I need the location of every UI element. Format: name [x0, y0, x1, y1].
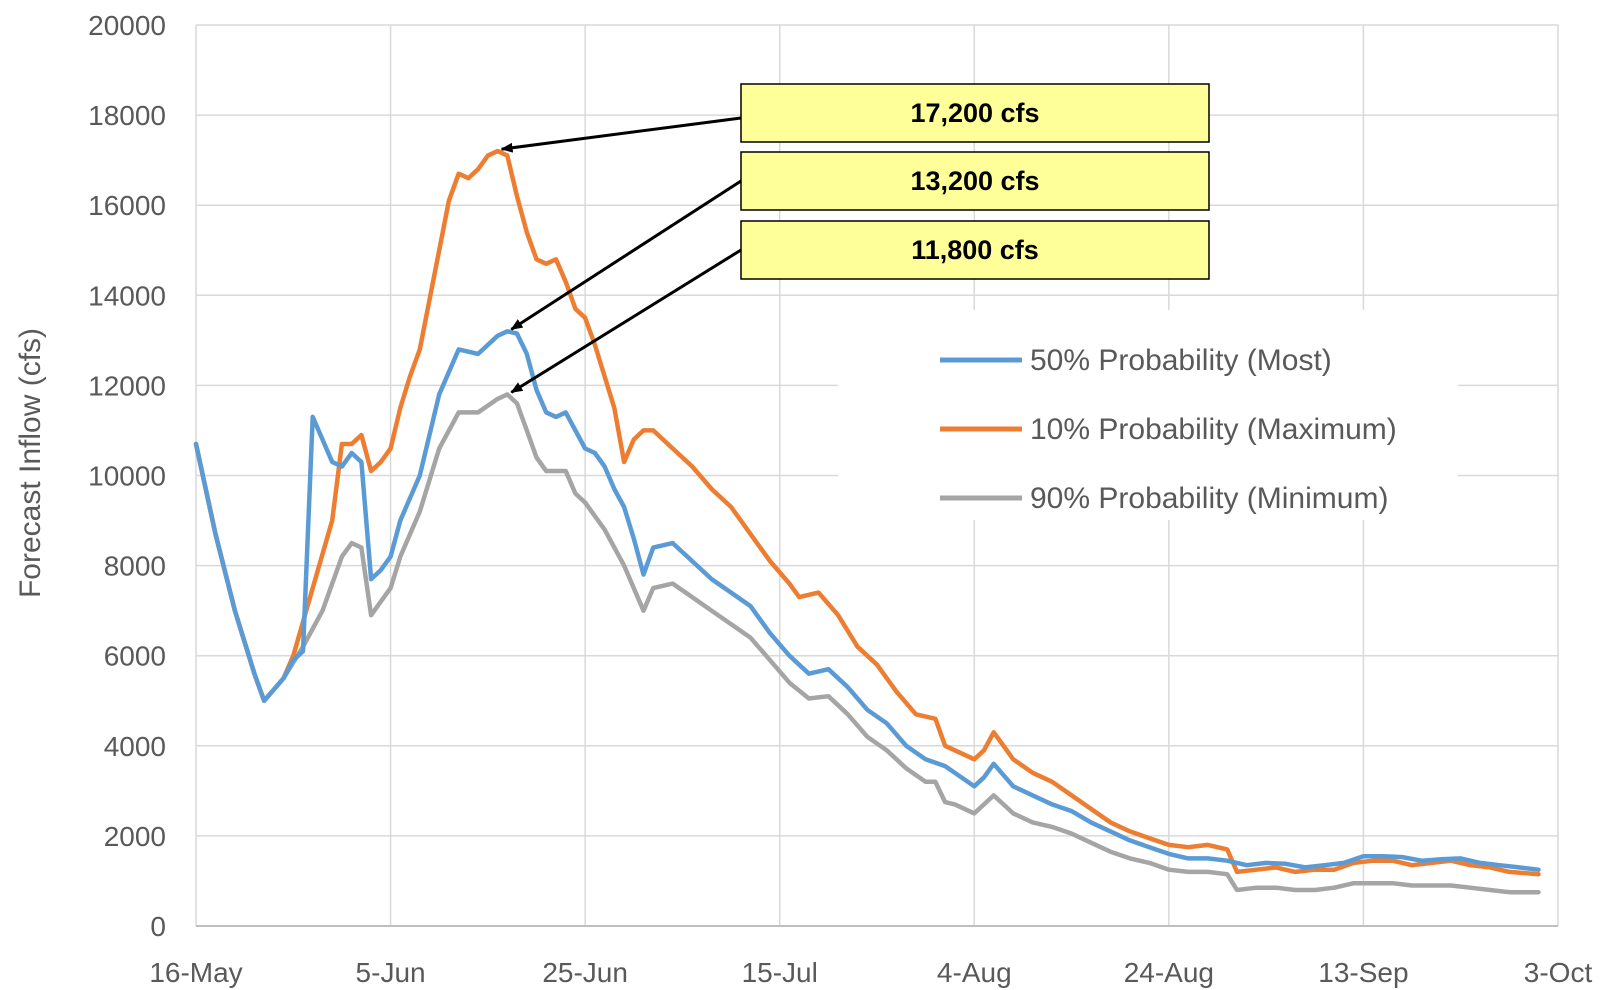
- y-tick-label: 0: [150, 911, 166, 942]
- x-tick-label: 15-Jul: [742, 957, 818, 988]
- series-line-2: [193, 148, 1541, 877]
- x-tick-label: 24-Aug: [1124, 957, 1214, 988]
- callout-box: [740, 83, 1210, 143]
- y-tick-label: 8000: [104, 551, 166, 582]
- y-tick-label: 12000: [88, 370, 166, 401]
- legend: 50% Probability (Most) 10% Probability (M…: [838, 310, 1458, 520]
- x-tick-label: 3-Oct: [1524, 957, 1593, 988]
- callout-label: 13,200 cfs: [910, 166, 1039, 196]
- legend-label: 10% Probability (Maximum): [1030, 413, 1397, 446]
- x-tick-label: 4-Aug: [937, 957, 1012, 988]
- series-lines: [193, 148, 1541, 895]
- y-tick-label: 18000: [88, 100, 166, 131]
- y-tick-label: 14000: [88, 280, 166, 311]
- y-tick-label: 2000: [104, 821, 166, 852]
- y-tick-label: 4000: [104, 731, 166, 762]
- x-tick-label: 16-May: [149, 957, 242, 988]
- legend-box: [838, 310, 1458, 520]
- callout-arrow: [510, 248, 742, 394]
- y-tick-label: 16000: [88, 190, 166, 221]
- callout-arrow: [500, 116, 742, 153]
- callout-label: 17,200 cfs: [910, 98, 1039, 128]
- y-axis-title: Forecast Inflow (cfs): [14, 328, 47, 598]
- legend-label: 50% Probability (Most): [1030, 344, 1332, 377]
- x-tick-label: 13-Sep: [1318, 957, 1408, 988]
- series-line-1: [193, 329, 1541, 872]
- callout-box: [740, 151, 1210, 211]
- annotations: 17,200 cfs 13,200 cfs 11,800 cfs: [500, 83, 1210, 394]
- x-tick-label: 25-Jun: [542, 957, 628, 988]
- callout-arrow: [510, 179, 742, 331]
- series-line-3: [193, 392, 1541, 895]
- callout-box: [740, 220, 1210, 280]
- axes: 0 2000 4000 6000 8000 10000 12000 14000 16000 180…: [88, 10, 1592, 988]
- callout-label: 11,800 cfs: [911, 235, 1039, 265]
- y-tick-label: 20000: [88, 10, 166, 41]
- legend-label: 90% Probability (Minimum): [1030, 482, 1388, 515]
- y-tick-label: 10000: [88, 461, 166, 492]
- x-tick-label: 5-Jun: [356, 957, 426, 988]
- y-tick-label: 6000: [104, 641, 166, 672]
